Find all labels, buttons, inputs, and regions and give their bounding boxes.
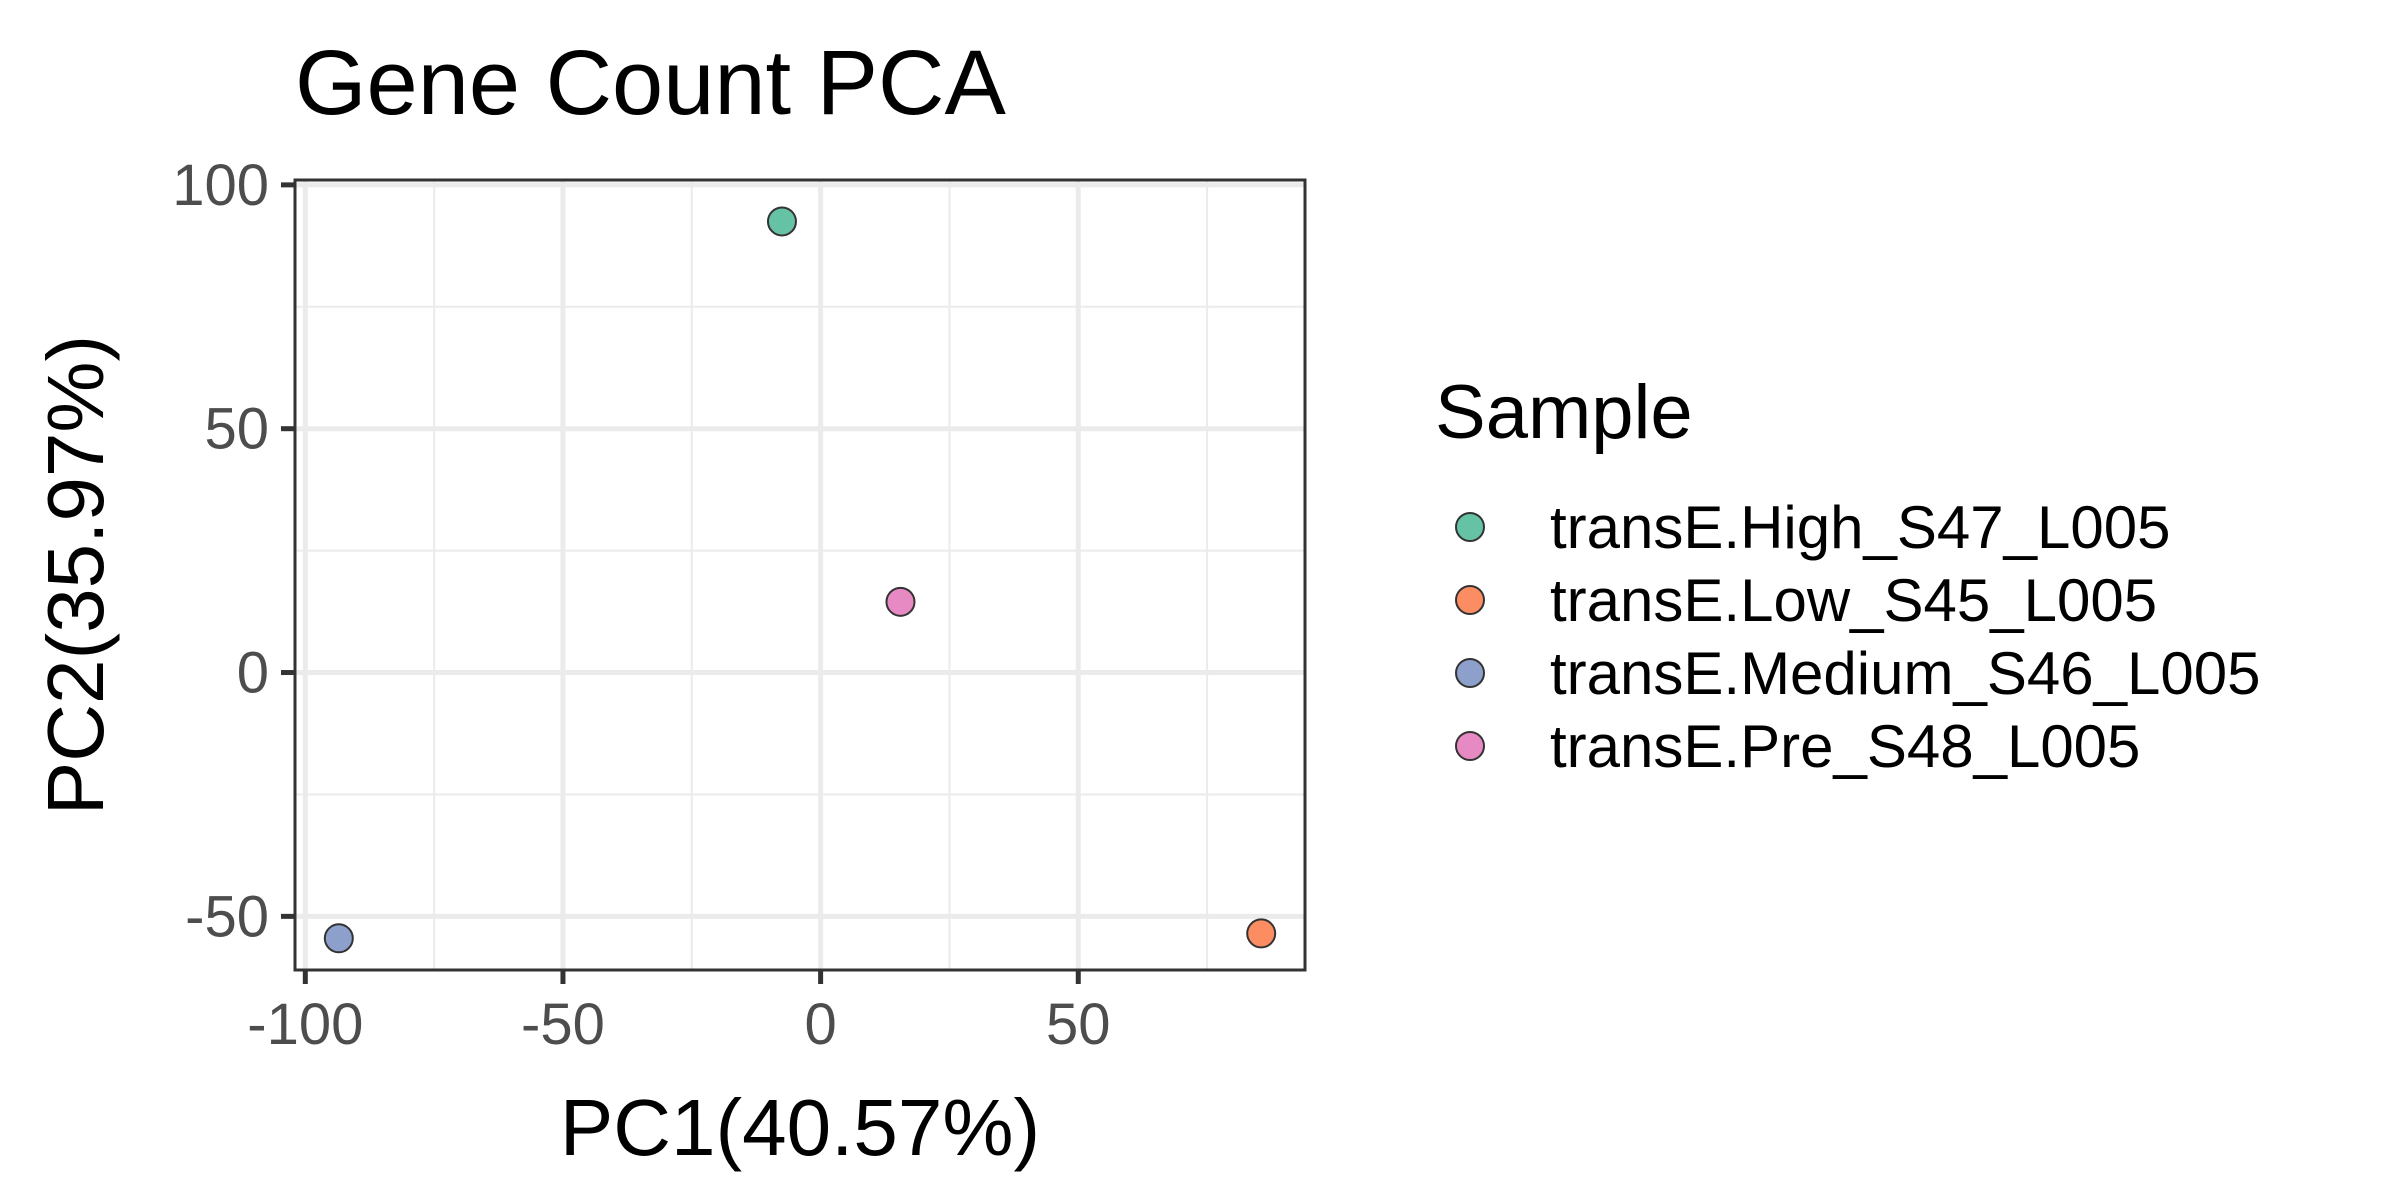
y-tick-label: 50 — [204, 397, 269, 462]
data-point — [766, 206, 797, 237]
plot-panel — [293, 178, 1307, 972]
x-tick-label: -50 — [521, 992, 605, 1057]
x-axis-ticks: -100 -50 0 50 — [247, 970, 1111, 1057]
legend-key — [1455, 731, 1485, 761]
x-tick-label: -100 — [247, 992, 363, 1057]
panel-background — [295, 180, 1305, 970]
legend-key — [1455, 585, 1485, 615]
x-axis-title: PC1(40.57%) — [560, 1083, 1040, 1172]
y-axis-ticks: -50 0 50 100 — [172, 153, 295, 949]
legend-title: Sample — [1435, 370, 1693, 455]
chart-title: Gene Count PCA — [295, 32, 1006, 134]
y-tick-label: -50 — [185, 884, 269, 949]
x-tick-label: 50 — [1046, 992, 1111, 1057]
data-point — [885, 586, 916, 617]
legend-label: transE.Low_S45_L005 — [1550, 567, 2157, 634]
legend-key — [1455, 658, 1485, 688]
legend-key — [1455, 512, 1485, 542]
y-axis-title: PC2(35.97%) — [31, 335, 120, 815]
y-tick-label: 100 — [172, 153, 269, 218]
x-tick-label: 0 — [804, 992, 836, 1057]
y-tick-label: 0 — [237, 641, 269, 706]
legend: Sample transE.High_S47_L005transE.Low_S4… — [1435, 370, 2260, 780]
legend-label: transE.Medium_S46_L005 — [1550, 640, 2260, 707]
legend-label: transE.Pre_S48_L005 — [1550, 713, 2140, 780]
major-gridlines — [295, 180, 1305, 970]
legend-label: transE.High_S47_L005 — [1550, 494, 2170, 561]
data-point — [323, 923, 354, 954]
data-points — [323, 206, 1277, 954]
panel-border — [293, 178, 1307, 972]
legend-items: transE.High_S47_L005transE.Low_S45_L005t… — [1455, 494, 2260, 780]
minor-gridlines — [295, 180, 1305, 970]
data-point — [1246, 918, 1277, 949]
